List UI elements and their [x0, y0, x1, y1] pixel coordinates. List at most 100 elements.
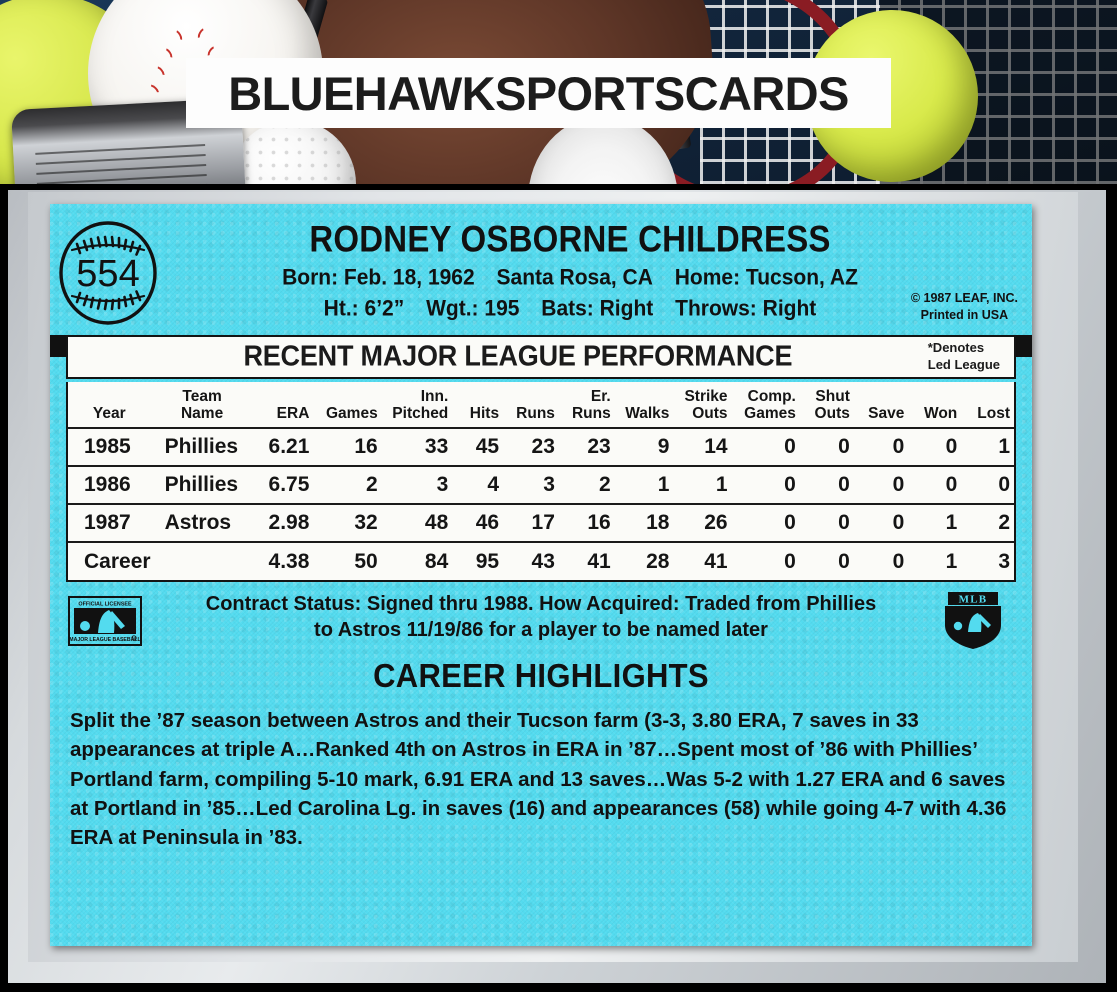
- th-save: Save: [868, 405, 905, 422]
- cell-strikeouts: 14: [673, 427, 732, 467]
- born-date: Feb. 18, 1962: [343, 264, 475, 290]
- copyright-line-1: © 1987 LEAF, INC.: [910, 291, 1018, 305]
- cell-year: 1986: [68, 465, 155, 505]
- cell-won: 1: [908, 541, 962, 581]
- cell-era: 2.98: [253, 503, 314, 543]
- weight-label: Wgt.:: [426, 295, 479, 321]
- cell-hits: 95: [452, 541, 504, 581]
- th-earned-runs: Er. Runs: [571, 387, 611, 422]
- height-value: 6’2”: [364, 295, 405, 321]
- cell-runs: 17: [503, 503, 559, 543]
- stats-header-row: Year Team Name ERA: [68, 382, 1014, 429]
- card-photo-area: 554 RODNEY OSBORNE CHILDRESS Born: Feb. …: [0, 184, 1117, 992]
- contract-line-1: Contract Status: Signed thru 1988. How A…: [205, 593, 877, 616]
- th-won: Won: [923, 405, 958, 422]
- cell-won: 0: [908, 427, 962, 467]
- cell-era: 4.38: [253, 541, 314, 581]
- th-team-name: Team Name: [180, 387, 224, 422]
- bats-value: Right: [599, 295, 654, 321]
- store-banner: BLUEHAWKSPORTSCARDS: [0, 0, 1117, 184]
- cell-games: 16: [313, 427, 382, 467]
- cell-year: Career: [68, 541, 155, 581]
- cell-shutouts: 0: [799, 465, 854, 505]
- cell-year: 1985: [68, 427, 155, 467]
- th-complete-games: Comp. Games: [744, 387, 796, 422]
- baseball-card-back: 554 RODNEY OSBORNE CHILDRESS Born: Feb. …: [50, 204, 1032, 946]
- cell-strikeouts: 1: [673, 465, 732, 505]
- cell-lost: 3: [961, 541, 1014, 581]
- cell-shutouts: 0: [799, 427, 854, 467]
- denotes-line-1: *Denotes: [927, 340, 985, 356]
- card-number-text: 554: [76, 253, 139, 295]
- denotes-note: *Denotes Led League: [928, 340, 1004, 373]
- stats-table-body: 1985 Phillies 6.21 16 33 45 23 23 9: [68, 427, 1014, 581]
- mlb-shield-logo-icon: MLB: [936, 592, 1014, 655]
- th-games: Games: [326, 405, 378, 422]
- cell-comp-games: 0: [731, 503, 800, 543]
- cell-runs: 43: [503, 541, 559, 581]
- cell-walks: 1: [614, 465, 674, 505]
- player-name-block: RODNEY OSBORNE CHILDRESS Born: Feb. 18, …: [68, 219, 1014, 321]
- th-year: Year: [92, 405, 126, 422]
- svg-text:MLB: MLB: [959, 594, 988, 606]
- cell-team: Phillies: [154, 465, 254, 505]
- th-shut-outs: Shut Outs: [814, 387, 850, 422]
- cell-strikeouts: 41: [673, 541, 732, 581]
- cell-lost: 1: [961, 427, 1014, 467]
- th-walks: Walks: [625, 405, 670, 422]
- career-highlights-body: Split the ’87 season between Astros and …: [70, 709, 1007, 849]
- stats-title-box: RECENT MAJOR LEAGUE PERFORMANCE *Denotes…: [66, 334, 1016, 379]
- cell-inn-pitched: 33: [381, 427, 453, 467]
- stats-table-box: Year Team Name ERA: [66, 381, 1016, 583]
- cell-runs: 3: [503, 465, 559, 505]
- weight-value: 195: [484, 295, 520, 321]
- th-strike-outs: Strike Outs: [684, 387, 728, 422]
- cell-er: 16: [558, 503, 615, 543]
- cell-won: 1: [908, 503, 962, 543]
- cell-er: 2: [558, 465, 615, 505]
- cell-games: 50: [313, 541, 382, 581]
- th-era: ERA: [276, 405, 310, 422]
- height-label: Ht.:: [323, 295, 359, 321]
- baseball-icon: 554: [56, 220, 160, 326]
- cell-shutouts: 0: [799, 503, 854, 543]
- career-highlights-title: CAREER HIGHLIGHTS: [373, 656, 709, 695]
- bats-label: Bats:: [541, 295, 594, 321]
- throws-value: Right: [762, 295, 817, 321]
- cell-inn-pitched: 48: [381, 503, 453, 543]
- table-row: 1987 Astros 2.98 32 48 46 17 16 18: [68, 503, 1014, 543]
- cell-save: 0: [853, 503, 909, 543]
- card-header: 554 RODNEY OSBORNE CHILDRESS Born: Feb. …: [50, 204, 1032, 326]
- cell-er: 23: [558, 427, 615, 467]
- card-lower-section: OFFICIAL LICENSEE MAJOR LEAGUE BASEBALL …: [68, 592, 1014, 852]
- cell-save: 0: [853, 427, 909, 467]
- cell-won: 0: [908, 465, 962, 505]
- birthplace: Santa Rosa, CA: [496, 264, 653, 290]
- cell-comp-games: 0: [731, 465, 800, 505]
- cell-er: 41: [558, 541, 615, 581]
- contract-line-2: to Astros 11/19/86 for a player to be na…: [314, 618, 768, 641]
- bio-line-2: Ht.: 6’2” Wgt.: 195 Bats: Right Throws: …: [142, 296, 998, 321]
- table-row: 1985 Phillies 6.21 16 33 45 23 23 9: [68, 427, 1014, 467]
- store-logo-text: BLUEHAWKSPORTSCARDS: [228, 66, 849, 120]
- cell-inn-pitched: 3: [381, 465, 453, 505]
- card-sleeve: 554 RODNEY OSBORNE CHILDRESS Born: Feb. …: [8, 190, 1106, 983]
- cell-hits: 45: [452, 427, 504, 467]
- stats-table: Year Team Name ERA: [68, 382, 1014, 581]
- cell-save: 0: [853, 465, 909, 505]
- cell-strikeouts: 26: [673, 503, 732, 543]
- cell-team: [154, 541, 254, 581]
- mlb-official-license-logo-icon: OFFICIAL LICENSEE MAJOR LEAGUE BASEBALL …: [68, 592, 146, 651]
- th-hits: Hits: [469, 405, 500, 422]
- cell-era: 6.75: [253, 465, 314, 505]
- cell-walks: 18: [614, 503, 674, 543]
- born-label: Born:: [282, 264, 339, 290]
- denotes-line-2: Led League: [927, 356, 1000, 372]
- copyright-line-2: Printed in USA: [920, 307, 1009, 322]
- cell-hits: 46: [452, 503, 504, 543]
- store-logo-plate: BLUEHAWKSPORTSCARDS: [186, 58, 891, 128]
- cell-games: 32: [313, 503, 382, 543]
- card-sleeve-inner: 554 RODNEY OSBORNE CHILDRESS Born: Feb. …: [28, 192, 1078, 962]
- th-runs: Runs: [516, 405, 555, 422]
